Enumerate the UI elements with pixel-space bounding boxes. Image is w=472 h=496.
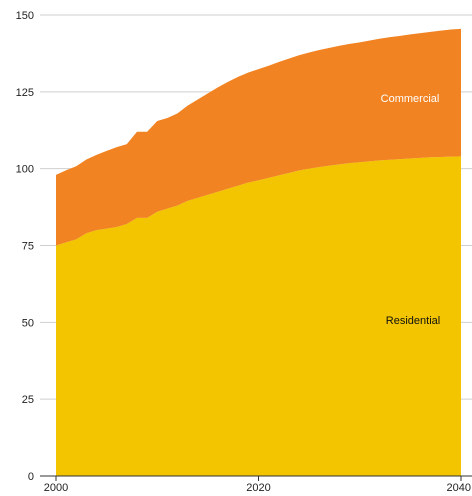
y-axis-ticks: 0 25 50 75 100 125 150 bbox=[16, 10, 34, 483]
y-tick-label: 0 bbox=[28, 471, 34, 483]
area-series bbox=[56, 28, 461, 476]
y-tick-label: 75 bbox=[22, 241, 34, 253]
y-tick-label: 100 bbox=[16, 164, 34, 176]
x-axis-ticks: 2000 2020 2040 bbox=[44, 476, 471, 494]
x-tick-label: 2000 bbox=[44, 482, 68, 494]
y-tick-label: 150 bbox=[16, 10, 34, 22]
area-commercial bbox=[56, 28, 461, 246]
y-tick-label: 50 bbox=[22, 317, 34, 329]
area-residential bbox=[56, 156, 461, 476]
x-tick-label: 2020 bbox=[246, 482, 270, 494]
x-tick-label: 2040 bbox=[447, 482, 471, 494]
y-tick-label: 125 bbox=[16, 87, 34, 99]
residential-series-label: Residential bbox=[386, 315, 440, 327]
y-tick-label: 25 bbox=[22, 394, 34, 406]
commercial-series-label: Commercial bbox=[381, 93, 440, 105]
